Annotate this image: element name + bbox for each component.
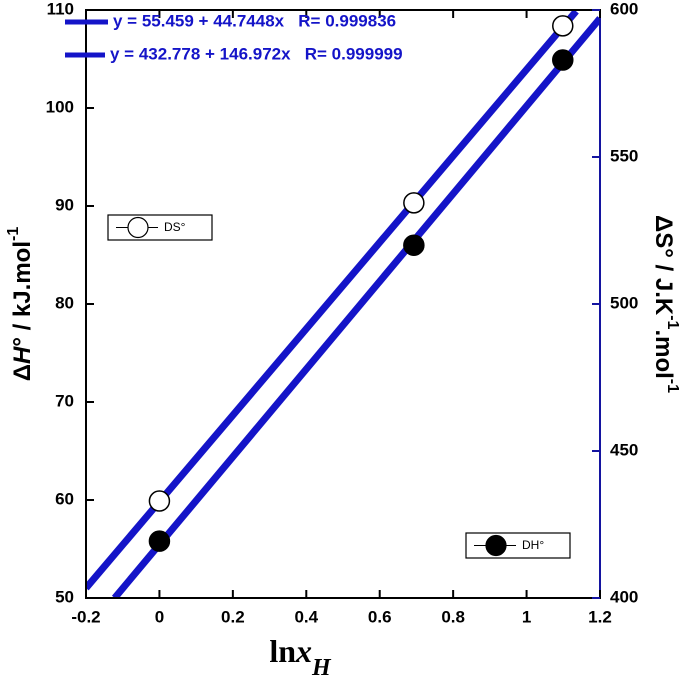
x-label-part: ln (269, 633, 296, 669)
y2-tick-label: 450 (610, 440, 638, 459)
y-label-part: -1 (5, 227, 22, 241)
y2-label-part: -1 (664, 315, 681, 329)
y-tick-label: 50 (55, 587, 74, 606)
x-axis-label: lnxH (269, 633, 332, 680)
x-tick-label: 0.4 (294, 607, 318, 626)
y-label-part: H (9, 346, 36, 364)
y2-label-part: ΔS° / J.K (650, 215, 677, 316)
y-axis-label: ΔH° / kJ.mol-1 (5, 227, 36, 382)
y-tick-label: 90 (55, 195, 74, 214)
x-tick-label: 1.2 (588, 607, 612, 626)
x-tick-label: 0.2 (221, 607, 245, 626)
legend-marker (127, 216, 149, 239)
y-tick-label: 60 (55, 489, 74, 508)
x-label-part: H (311, 655, 332, 681)
fit-line (111, 16, 600, 598)
y2-tick-label: 550 (610, 146, 638, 165)
y2-tick-label: 400 (610, 587, 638, 606)
data-point (403, 192, 425, 214)
y2-tick-label: 500 (610, 293, 638, 312)
x-tick-label: 0.6 (368, 607, 392, 626)
data-point (552, 15, 574, 37)
y-tick-label: 80 (55, 293, 74, 312)
x-tick-label: 0 (155, 607, 164, 626)
equation: y = 55.459 + 44.7448x R= 0.999836 (113, 11, 396, 30)
data-point (148, 490, 171, 512)
legend-label: DS° (164, 220, 186, 234)
fit-line (86, 10, 579, 591)
x-label-part: x (295, 633, 312, 669)
legend-label: DH° (522, 538, 544, 552)
legend-marker (485, 534, 507, 557)
y2-tick-label: 600 (610, 0, 638, 18)
y2-axis-label: ΔS° / J.K-1.mol-1 (650, 215, 681, 393)
data-point (552, 49, 574, 71)
y-tick-label: 110 (47, 0, 74, 18)
y-tick-label: 70 (55, 391, 74, 410)
fit-lines (86, 10, 600, 598)
equation: y = 432.778 + 146.972x R= 0.999999 (110, 44, 403, 63)
y-label-part: ° / kJ.mol (9, 241, 36, 347)
y-label-part: Δ (9, 364, 36, 381)
data-point (148, 530, 171, 552)
y2-label-part: -1 (664, 379, 681, 393)
x-tick-label: 1 (522, 607, 531, 626)
x-tick-label: -0.2 (71, 607, 100, 626)
y2-label-part: .mol (650, 329, 677, 378)
x-tick-label: 0.8 (441, 607, 465, 626)
data-point (403, 234, 425, 256)
y-tick-label: 100 (46, 97, 74, 116)
